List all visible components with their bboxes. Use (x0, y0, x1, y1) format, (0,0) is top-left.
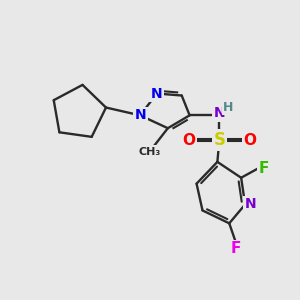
Text: H: H (223, 101, 233, 114)
Text: F: F (258, 161, 269, 176)
Text: N: N (244, 197, 256, 212)
Text: O: O (182, 133, 195, 148)
Text: N: N (214, 106, 225, 120)
Text: N: N (151, 86, 163, 100)
Text: N: N (134, 108, 146, 122)
Text: S: S (213, 131, 225, 149)
Text: F: F (230, 242, 241, 256)
Text: O: O (244, 133, 256, 148)
Text: CH₃: CH₃ (139, 147, 161, 157)
